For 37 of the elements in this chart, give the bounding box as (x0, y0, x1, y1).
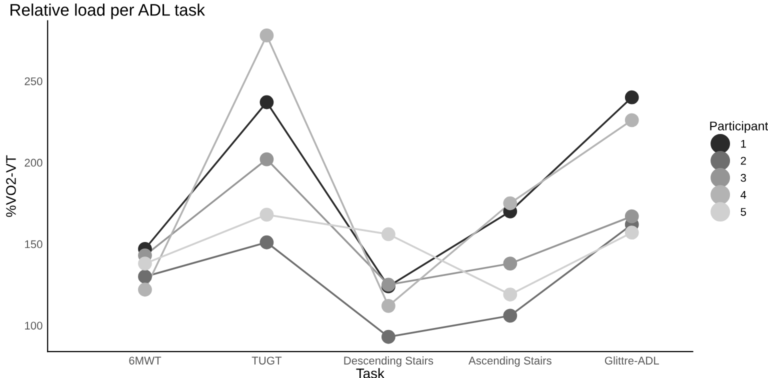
x-tick-label: Glittre-ADL (604, 356, 659, 365)
legend-label: 3 (740, 174, 746, 182)
x-tick-label: TUGT (252, 356, 282, 365)
x-axis-title: Task (356, 368, 384, 378)
legend-label: 2 (740, 156, 746, 165)
point (624, 90, 639, 104)
point (260, 235, 274, 250)
point (138, 270, 152, 284)
legend-label: 1 (741, 140, 746, 148)
y-tick-label: 250 (24, 77, 42, 86)
legend-label: 5 (740, 208, 746, 216)
y-tick-label: 150 (25, 240, 42, 248)
point (381, 298, 396, 313)
point (260, 28, 274, 42)
point (624, 226, 639, 240)
point (381, 330, 396, 344)
legend-title: Participant (710, 121, 768, 133)
y-tick-label: 100 (25, 322, 42, 330)
x-tick-label: 6MWT (129, 356, 162, 365)
point (260, 152, 274, 166)
point (624, 113, 639, 128)
point (138, 282, 152, 297)
point (503, 196, 518, 210)
legend-label: 4 (740, 191, 746, 199)
y-tick-label: 200 (24, 158, 42, 167)
y-axis-title: %VO2-VT (6, 155, 16, 217)
x-tick-label: Descending Stairs (344, 356, 434, 367)
point (138, 256, 152, 270)
point (624, 209, 639, 224)
chart-title: Relative load per ADL task (10, 4, 206, 20)
point (260, 95, 274, 110)
x-tick-label: Ascending Stairs (468, 356, 552, 367)
point (381, 227, 396, 242)
point (260, 208, 274, 222)
point (503, 256, 518, 270)
point (503, 288, 518, 302)
point (503, 308, 518, 323)
